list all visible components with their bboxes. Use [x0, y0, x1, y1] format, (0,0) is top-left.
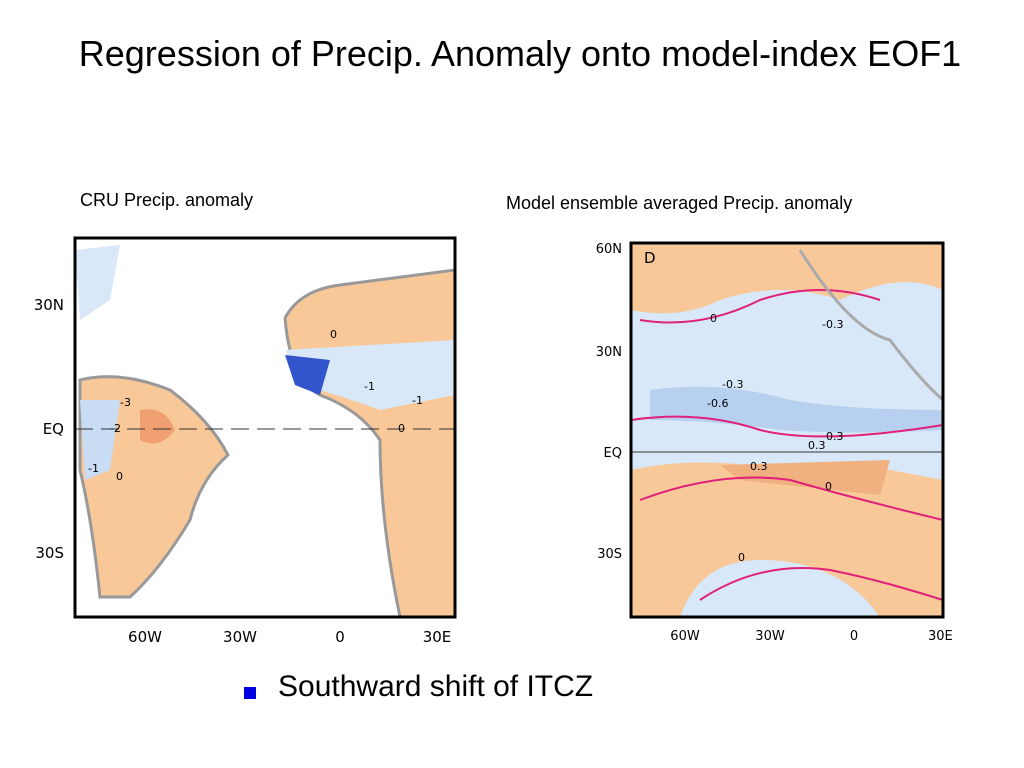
- contour-label: 0.3: [750, 460, 768, 473]
- contour-label: 0: [116, 470, 123, 483]
- contour-label: 0: [710, 312, 717, 325]
- y-tick-label: 30N: [34, 296, 64, 314]
- slide-title: Regression of Precip. Anomaly onto model…: [78, 33, 962, 74]
- x-tick-label: 30E: [423, 628, 452, 646]
- x-tick-label: 0: [335, 628, 345, 646]
- x-tick-label: 60W: [128, 628, 162, 646]
- contour-label: -0.3: [822, 318, 843, 331]
- bullet-marker: [244, 687, 256, 699]
- y-tick-label: 30S: [35, 544, 64, 562]
- contour-label: 0: [398, 422, 405, 435]
- contour-label: -0.6: [707, 397, 728, 410]
- contour-label: -2: [110, 422, 121, 435]
- x-tick-label: 60W: [670, 629, 700, 644]
- y-tick-label: 30S: [597, 547, 622, 562]
- contour-label: 0: [330, 328, 337, 341]
- left-caption: CRU Precip. anomaly: [80, 190, 254, 210]
- y-tick-label: EQ: [43, 420, 64, 438]
- contour-label: 0.3: [808, 439, 826, 452]
- contour-label: -1: [412, 394, 423, 407]
- x-tick-label: 30W: [755, 629, 785, 644]
- panel-label: D: [644, 249, 656, 267]
- right-map: [631, 243, 943, 617]
- left-map: [75, 238, 455, 617]
- contour-label: -0.3: [722, 378, 743, 391]
- x-tick-label: 0: [850, 629, 858, 644]
- contour-label: 0: [825, 480, 832, 493]
- contour-label: 0.3: [826, 430, 844, 443]
- x-tick-label: 30W: [223, 628, 257, 646]
- x-tick-label: 30E: [928, 629, 953, 644]
- contour-label: -1: [88, 462, 99, 475]
- bullet-text: Southward shift of ITCZ: [278, 670, 594, 703]
- right-caption: Model ensemble averaged Precip. anomaly: [506, 193, 853, 213]
- y-tick-label: 30N: [596, 345, 622, 360]
- y-tick-label: EQ: [604, 446, 622, 461]
- contour-label: -3: [120, 396, 131, 409]
- contour-label: 0: [738, 551, 745, 564]
- y-tick-label: 60N: [596, 242, 622, 257]
- contour-label: -1: [364, 380, 375, 393]
